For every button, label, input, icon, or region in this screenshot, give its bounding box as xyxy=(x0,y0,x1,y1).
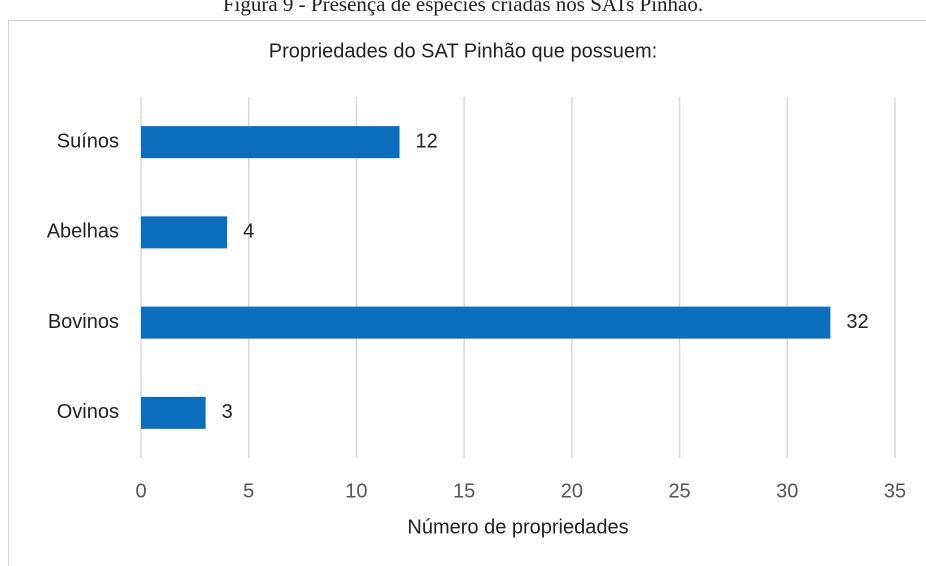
bar xyxy=(141,396,206,429)
bar xyxy=(141,306,831,339)
x-tick-label: 15 xyxy=(453,480,475,502)
y-tick-label: Abelhas xyxy=(47,221,119,243)
figure-caption: Figura 9 - Presença de espécies criadas … xyxy=(223,0,703,16)
data-label: 3 xyxy=(222,401,233,423)
x-tick-label: 25 xyxy=(668,480,690,502)
x-tick-label: 20 xyxy=(561,480,583,502)
y-tick-label: Ovinos xyxy=(57,401,119,423)
bar xyxy=(141,216,228,249)
x-tick-label: 30 xyxy=(776,480,798,502)
x-tick-label: 5 xyxy=(243,480,254,502)
x-tick-label: 0 xyxy=(135,480,146,502)
chart-frame xyxy=(8,20,926,566)
y-tick-label: Suínos xyxy=(57,130,119,152)
data-label: 32 xyxy=(846,311,868,333)
chart-title: Propriedades do SAT Pinhão que possuem: xyxy=(269,40,657,62)
y-tick-label: Bovinos xyxy=(48,311,119,333)
x-tick-label: 35 xyxy=(884,480,906,502)
bar xyxy=(141,126,400,159)
x-tick-label: 10 xyxy=(345,480,367,502)
data-label: 12 xyxy=(416,130,438,152)
data-label: 4 xyxy=(243,221,254,243)
x-axis-label: Número de propriedades xyxy=(407,516,628,538)
